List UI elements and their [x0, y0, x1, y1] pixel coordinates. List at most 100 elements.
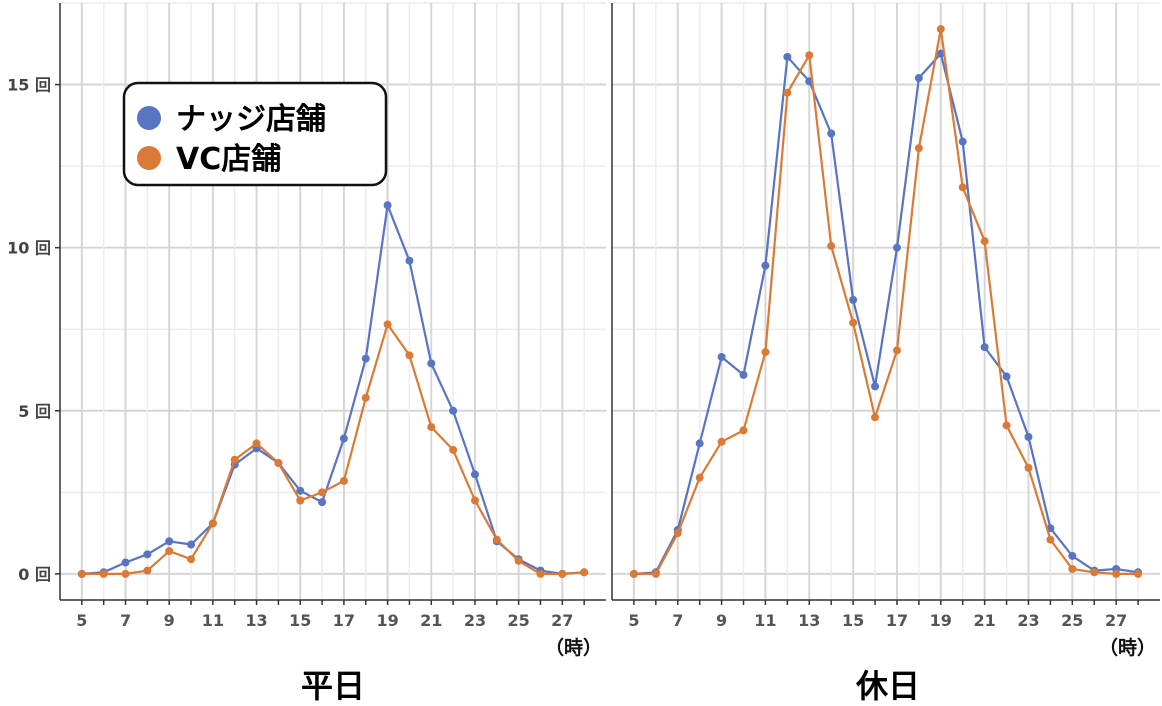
data-point	[695, 473, 704, 482]
data-point	[761, 261, 770, 270]
data-point	[980, 343, 989, 352]
data-point	[361, 393, 370, 402]
data-point	[958, 137, 967, 146]
data-point	[739, 426, 748, 435]
data-point	[470, 496, 479, 505]
data-point	[673, 529, 682, 538]
data-point	[165, 537, 174, 546]
x-tick-label: 9	[716, 611, 727, 630]
data-point	[892, 346, 901, 355]
series-line	[81, 323, 585, 576]
data-point	[318, 498, 327, 507]
legend-box	[122, 81, 388, 187]
data-point	[405, 256, 414, 265]
panel-title: 休日	[855, 667, 920, 705]
data-point	[980, 237, 989, 246]
data-point	[405, 351, 414, 360]
panel-title: 平日	[301, 667, 365, 705]
x-tick-label: 9	[164, 611, 175, 630]
data-point	[1046, 535, 1055, 544]
x-tick-label: 11	[202, 611, 224, 630]
y-tick-label: 5 回	[18, 402, 51, 421]
data-point	[914, 74, 923, 83]
data-point	[187, 540, 196, 549]
x-tick-label: 13	[798, 611, 820, 630]
data-point	[849, 318, 858, 327]
legend-swatch	[137, 146, 161, 170]
data-point	[717, 352, 726, 361]
data-point	[296, 486, 305, 495]
data-point	[296, 496, 305, 505]
data-point	[318, 488, 327, 497]
data-point	[187, 555, 196, 564]
data-point	[427, 423, 436, 432]
data-point	[427, 359, 436, 368]
data-point	[827, 129, 836, 138]
series-line	[633, 52, 1139, 575]
x-tick-label: 11	[754, 611, 776, 630]
data-point	[339, 434, 348, 443]
data-point	[761, 348, 770, 357]
data-point	[77, 569, 86, 578]
data-point	[783, 88, 792, 97]
data-point	[892, 243, 901, 252]
legend: ナッジ店舗 VC店舗	[122, 81, 388, 187]
data-point	[651, 569, 660, 578]
data-point	[1134, 569, 1143, 578]
x-tick-label: 25	[1061, 611, 1083, 630]
x-tick-label: 7	[120, 611, 131, 630]
data-point	[783, 52, 792, 61]
x-tick-label: 27	[1105, 611, 1127, 630]
x-tick-label: 27	[551, 611, 573, 630]
x-tick-label: 5	[628, 611, 639, 630]
x-tick-label: 23	[464, 611, 486, 630]
data-point	[1024, 463, 1033, 472]
x-axis-unit: （時）	[545, 636, 602, 659]
data-point	[361, 354, 370, 363]
data-point	[339, 476, 348, 485]
data-point	[449, 406, 458, 415]
x-tick-label: 13	[245, 611, 267, 630]
x-axis-unit: （時）	[1099, 636, 1156, 659]
series-line	[633, 28, 1139, 576]
x-tick-label: 17	[333, 611, 355, 630]
x-tick-label: 15	[842, 611, 864, 630]
data-point	[1112, 569, 1121, 578]
data-point	[695, 439, 704, 448]
legend-label: ナッジ店舗	[176, 102, 326, 137]
data-point	[536, 569, 545, 578]
y-tick-label: 15 回	[7, 76, 51, 95]
data-point	[805, 51, 814, 60]
data-point	[383, 201, 392, 210]
x-tick-label: 5	[76, 611, 87, 630]
x-tick-label: 7	[672, 611, 683, 630]
data-point	[849, 295, 858, 304]
y-tick-label: 10 回	[7, 239, 51, 258]
data-point	[121, 558, 130, 567]
data-point	[1002, 421, 1011, 430]
data-point	[274, 458, 283, 467]
data-point	[936, 25, 945, 34]
data-point	[121, 569, 130, 578]
legend-label: VC店舗	[176, 142, 281, 177]
x-tick-label: 25	[508, 611, 530, 630]
plot-background	[612, 3, 1160, 600]
x-tick-label: 19	[376, 611, 398, 630]
y-tick-label: 0 回	[18, 565, 51, 584]
data-point	[165, 547, 174, 556]
data-point	[1002, 372, 1011, 381]
legend-swatch	[137, 106, 161, 130]
data-point	[871, 382, 880, 391]
data-point	[492, 535, 501, 544]
x-tick-label: 19	[930, 611, 952, 630]
data-point	[514, 556, 523, 565]
series-vc-store	[629, 25, 1143, 578]
data-point	[143, 550, 152, 559]
data-point	[558, 569, 567, 578]
data-point	[717, 437, 726, 446]
panel-holiday: 5 7 9 11 13 15 17 19 21 23 25 27 （時） 休日	[611, 2, 1160, 705]
data-point	[914, 144, 923, 153]
x-tick-label: 15	[289, 611, 311, 630]
data-point	[958, 183, 967, 192]
